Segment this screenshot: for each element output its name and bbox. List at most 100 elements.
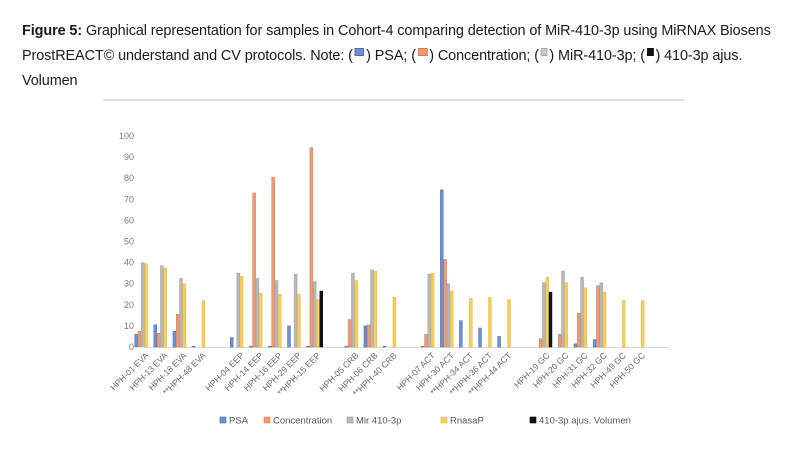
bar-psa-hph-16-eep: [268, 345, 272, 348]
y-tick-label: 50: [124, 237, 134, 247]
caption-text-1: Graphical representation for samples in …: [22, 22, 771, 64]
bar-mir-410-3p-hph-19-gc: [542, 282, 546, 348]
figure-caption: Figure 5: Graphical representation for s…: [22, 18, 774, 93]
bar-psa-hph-15-eep: [306, 345, 310, 348]
legend-label-mir-410-3p: Mir 410-3p: [356, 416, 401, 427]
bar-rnasap-hph-18-eva: [182, 283, 187, 348]
bars: [134, 147, 645, 348]
bar-mir-410-3p-hph-13-eva: [160, 265, 164, 348]
bar-rnasap-hph-40-crb: [392, 297, 397, 348]
caption-text-4: ) MiR-410-3p; (: [549, 47, 646, 64]
bar-psa-hph-18-eva: [172, 330, 177, 348]
bar-rnasap-hph-04-eep: [239, 276, 244, 348]
bar-psa-hph-06-crb: [363, 325, 368, 348]
bar-rnasap-hph-16-eep: [278, 294, 282, 348]
bar-410-3p-ajus-volumen-hph-19-gc: [548, 291, 553, 348]
y-tick-label: 80: [124, 173, 134, 183]
bar-concentration-hph-07-act: [424, 334, 428, 348]
bar-psa-hph-01-eva: [134, 334, 138, 348]
bar-psa-hph-44-act: [497, 336, 501, 348]
bar-psa-hph-31-gc: [573, 343, 578, 348]
bar-psa-hph-36-act: [478, 327, 482, 348]
bar-concentration-hph-13-eva: [156, 333, 161, 348]
legend-label-410-3p-ajus-volumen: 410-3p ajus. Volumen: [539, 416, 631, 427]
y-tick-label: 100: [119, 131, 134, 141]
bar-concentration-hph-15-eep: [309, 147, 314, 348]
bar-concentration-hph-16-eep: [271, 176, 275, 348]
bar-rnasap-hph-49-gc: [621, 300, 626, 348]
bar-psa-hph-05-crb: [344, 345, 349, 348]
bar-psa-hph-04-eep: [230, 337, 234, 348]
bar-concentration-hph-19-gc: [538, 338, 543, 348]
y-tick-label: 70: [124, 194, 134, 204]
legend-swatch-rnasap: [440, 416, 448, 424]
bar-mir-410-3p-hph-31-gc: [580, 277, 584, 348]
bar-concentration-hph-20-gc: [558, 334, 562, 348]
bar-concentration-hph-30-act: [443, 259, 447, 348]
bar-mir-410-3p-hph-06-crb: [370, 269, 374, 348]
bar-rnasap-hph-19-gc: [545, 277, 549, 348]
bar-psa-hph-32-gc: [592, 339, 597, 348]
y-tick-label: 40: [124, 258, 134, 268]
bar-psa-hph-30-act: [440, 189, 444, 348]
bar-mir-410-3p-hph-16-eep: [274, 280, 279, 348]
y-tick-label: 90: [124, 152, 134, 162]
caption-text-5: ) 410-3p ajus. Volumen: [22, 47, 743, 89]
legend-swatch-410-3p-ajus-volumen: [529, 416, 537, 424]
bar-mir-410-3p-hph-30-act: [446, 283, 451, 348]
legend-label-psa: PSA: [229, 416, 249, 427]
legend-swatch-psa: [219, 416, 227, 424]
bar-mir-410-3p-hph-07-act: [427, 273, 432, 348]
legend-swatch-mir-410-3p: [346, 416, 354, 424]
bar-mir-410-3p-hph-20-gc: [561, 270, 565, 348]
bar-psa-hph-40-crb: [382, 345, 387, 348]
bar-rnasap-hph-34-act: [469, 298, 473, 348]
adjusted-volume-swatch-icon: [646, 48, 654, 56]
bar-rnasap-hph-05-crb: [354, 280, 358, 348]
y-tick-label: 0: [129, 342, 134, 352]
bar-mir-410-3p-hph-18-eva: [179, 278, 183, 348]
bar-mir-410-3p-hph-29-eep: [293, 273, 298, 348]
bar-psa-hph-14-eep: [249, 345, 253, 348]
bar-psa-hph-48-eva: [191, 345, 196, 348]
concentration-swatch-icon: [417, 48, 428, 56]
bar-rnasap-hph-14-eep: [259, 292, 263, 348]
bar-mir-410-3p-hph-14-eep: [255, 278, 260, 348]
bar-psa-hph-34-act: [459, 320, 463, 348]
bar-mir-410-3p-hph-32-gc: [599, 282, 603, 348]
figure-label: Figure 5:: [22, 22, 83, 39]
bar-rnasap-hph-29-eep: [297, 294, 301, 348]
legend-label-concentration: Concentration: [273, 416, 332, 427]
y-tick-label: 60: [124, 215, 134, 225]
bar-rnasap-hph-07-act: [430, 272, 435, 348]
bar-rnasap-hph-50-gc: [641, 300, 645, 348]
legend: PSA Concentration Mir 410-3p RnasaP 410-3p a…: [219, 416, 631, 427]
bar-rnasap-hph-30-act: [450, 290, 454, 348]
bar-psa-hph-29-eep: [287, 325, 291, 348]
bar-rnasap-hph-32-gc: [602, 291, 607, 348]
bar-psa-hph-13-eva: [153, 324, 158, 348]
bar-rnasap-hph-48-eva: [201, 300, 206, 348]
bar-rnasap-hph-44-act: [507, 299, 511, 348]
bar-concentration-hph-01-eva: [137, 330, 142, 348]
mir-swatch-icon: [540, 48, 548, 56]
psa-swatch-icon: [354, 48, 365, 56]
caption-text-2: ) PSA; (: [366, 47, 416, 64]
bar-410-3p-ajus-volumen-hph-15-eep: [319, 290, 324, 348]
bar-mir-410-3p-hph-05-crb: [351, 272, 355, 348]
y-tick-label: 30: [124, 279, 134, 289]
bar-concentration-hph-05-crb: [347, 319, 352, 348]
bar-rnasap-hph-36-act: [488, 297, 492, 348]
bar-concentration-hph-31-gc: [577, 312, 581, 348]
bar-concentration-hph-06-crb: [367, 324, 371, 348]
bar-rnasap-hph-13-eva: [163, 267, 167, 348]
bar-rnasap-hph-20-gc: [564, 282, 568, 348]
bar-rnasap-hph-15-eep: [316, 299, 320, 348]
bar-concentration-hph-32-gc: [596, 285, 600, 348]
y-axis: 0 10 20 30 40 50 60 70 80 90 100: [119, 131, 134, 352]
bar-concentration-hph-14-eep: [252, 192, 256, 348]
bar-rnasap-hph-31-gc: [583, 287, 588, 348]
bar-mir-410-3p-hph-01-eva: [141, 262, 145, 348]
